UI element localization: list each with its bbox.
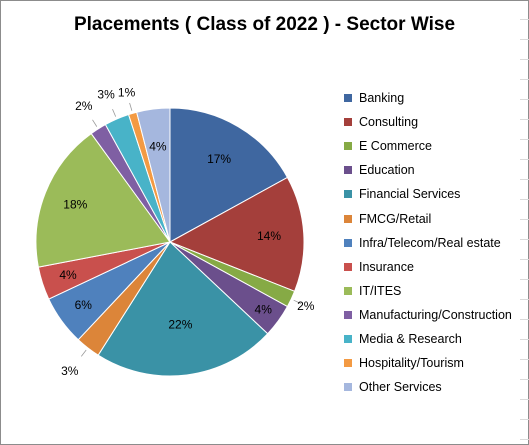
data-label: 3% [61, 364, 79, 378]
legend-swatch [344, 334, 352, 343]
legend-item: Education [344, 158, 512, 182]
legend-swatch [344, 359, 352, 368]
legend-swatch [344, 166, 352, 175]
legend-swatch [344, 238, 352, 247]
legend-item: Manufacturing/Construction [344, 303, 512, 327]
legend-item: IT/ITES [344, 279, 512, 303]
legend-swatch [344, 214, 352, 223]
legend-item: Banking [344, 86, 512, 110]
pie-slice-it-ites [35, 132, 171, 268]
data-label: 2% [297, 299, 315, 313]
legend-item: Other Services [344, 375, 512, 399]
data-label: 4% [255, 303, 273, 317]
legend: Banking Consulting E Commerce Education Fina… [344, 86, 512, 399]
legend-item: Consulting [344, 110, 512, 134]
legend-label: Media & Research [359, 331, 462, 346]
legend-label: Banking [359, 91, 405, 106]
leader-line [112, 109, 117, 117]
leader-line [92, 119, 98, 127]
pie-slice-financial-services [97, 241, 269, 377]
sheet-gridlines [520, 0, 529, 445]
legend-label: Consulting [359, 115, 419, 130]
leader-line [80, 349, 87, 357]
data-label: 17% [207, 152, 231, 166]
data-label: 3% [97, 87, 115, 101]
legend-swatch [344, 262, 352, 271]
legend-item: E Commerce [344, 134, 512, 158]
legend-swatch [344, 190, 352, 199]
legend-label: Financial Services [359, 187, 461, 202]
legend-item: Hospitality/Tourism [344, 351, 512, 375]
chart-title: Placements ( Class of 2022 ) - Sector Wi… [73, 14, 456, 35]
legend-label: Education [359, 163, 415, 178]
legend-swatch [344, 310, 352, 319]
pie-slice-consulting [168, 176, 305, 292]
leader-line [129, 102, 133, 111]
legend-label: E Commerce [359, 139, 432, 154]
legend-item: FMCG/Retail [344, 206, 512, 230]
legend-swatch [344, 118, 352, 127]
legend-label: Manufacturing/Construction [359, 307, 512, 322]
data-label: 4% [149, 139, 167, 153]
legend-item: Insurance [344, 255, 512, 279]
data-label: 22% [168, 317, 192, 331]
pie-slice-banking [169, 107, 289, 243]
legend-label: IT/ITES [359, 283, 402, 298]
data-label: 4% [59, 268, 77, 282]
legend-swatch [344, 286, 352, 295]
legend-item: Financial Services [344, 182, 512, 206]
data-label: 18% [63, 198, 87, 212]
data-label: 2% [75, 99, 93, 113]
legend-label: FMCG/Retail [359, 211, 432, 226]
legend-swatch [344, 383, 352, 392]
legend-label: Hospitality/Tourism [359, 356, 464, 371]
pie-slice-other-services [136, 107, 171, 243]
legend-swatch [344, 94, 352, 103]
legend-swatch [344, 142, 352, 151]
legend-item: Media & Research [344, 327, 512, 351]
data-label: 1% [118, 86, 136, 100]
legend-label: Infra/Telecom/Real estate [359, 235, 501, 250]
legend-label: Insurance [359, 259, 414, 274]
data-label: 14% [257, 229, 281, 243]
legend-label: Other Services [359, 380, 442, 395]
data-label: 6% [75, 298, 93, 312]
legend-item: Infra/Telecom/Real estate [344, 231, 512, 255]
leader-line [293, 299, 302, 304]
